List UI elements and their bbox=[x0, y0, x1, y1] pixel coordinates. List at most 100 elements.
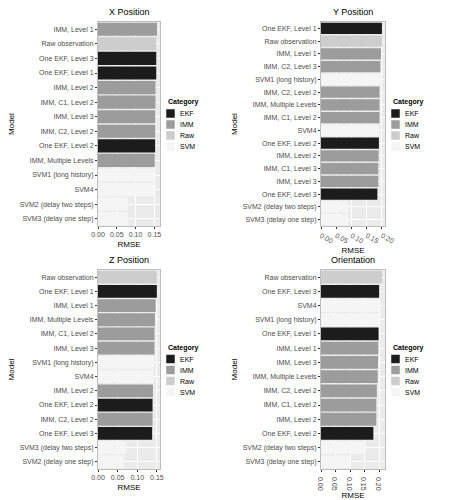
svg-text:Orientation: Orientation bbox=[331, 255, 375, 265]
svg-text:Model: Model bbox=[7, 113, 16, 135]
svg-text:Raw: Raw bbox=[180, 132, 195, 139]
svg-text:Category: Category bbox=[393, 98, 423, 106]
svg-text:Category: Category bbox=[168, 98, 198, 106]
svg-text:EKF: EKF bbox=[180, 356, 194, 363]
svg-text:Category: Category bbox=[168, 344, 198, 352]
svg-text:One EKF, Level 2: One EKF, Level 2 bbox=[262, 430, 317, 437]
svg-text:IMM, Multiple Levels: IMM, Multiple Levels bbox=[30, 157, 94, 165]
svg-text:Raw observation: Raw observation bbox=[41, 40, 93, 47]
svg-text:0.15: 0.15 bbox=[360, 477, 367, 491]
svg-text:One EKF, Level 3: One EKF, Level 3 bbox=[262, 191, 317, 198]
svg-text:IMM: IMM bbox=[405, 121, 419, 128]
svg-text:IMM, C2, Level 2: IMM, C2, Level 2 bbox=[264, 89, 317, 96]
svg-text:SVM3 (delay one step): SVM3 (delay one step) bbox=[22, 215, 93, 223]
svg-text:SVM: SVM bbox=[180, 389, 195, 396]
svg-text:IMM, C2, Level 3: IMM, C2, Level 3 bbox=[264, 63, 317, 70]
svg-text:IMM, C2, Level 2: IMM, C2, Level 2 bbox=[41, 128, 94, 135]
svg-text:SVM: SVM bbox=[405, 389, 420, 396]
svg-text:0.10: 0.10 bbox=[129, 231, 143, 238]
svg-text:SVM4: SVM4 bbox=[298, 127, 317, 134]
svg-text:IMM, C2, Level 2: IMM, C2, Level 2 bbox=[264, 387, 317, 394]
svg-text:EKF: EKF bbox=[180, 110, 194, 117]
svg-text:IMM, Level 3: IMM, Level 3 bbox=[277, 359, 317, 366]
svg-text:0.05: 0.05 bbox=[110, 231, 124, 238]
svg-text:Raw: Raw bbox=[405, 378, 420, 385]
svg-text:0.00: 0.00 bbox=[319, 232, 334, 245]
svg-text:IMM, Level 2: IMM, Level 2 bbox=[54, 84, 94, 91]
svg-text:Raw observation: Raw observation bbox=[41, 274, 93, 281]
svg-text:0.05: 0.05 bbox=[334, 232, 349, 245]
svg-text:RMSE: RMSE bbox=[117, 483, 140, 492]
svg-text:SVM4: SVM4 bbox=[75, 373, 94, 380]
svg-text:SVM4: SVM4 bbox=[75, 186, 94, 193]
svg-text:X Position: X Position bbox=[109, 7, 150, 17]
svg-text:0.05: 0.05 bbox=[111, 474, 125, 481]
svg-text:One EKF, Level 2: One EKF, Level 2 bbox=[262, 140, 317, 147]
svg-text:IMM, Multiple Levels: IMM, Multiple Levels bbox=[253, 373, 317, 381]
svg-text:IMM: IMM bbox=[405, 367, 419, 374]
svg-text:IMM, Level 3: IMM, Level 3 bbox=[54, 345, 94, 352]
svg-text:SVM: SVM bbox=[405, 143, 420, 150]
svg-text:0.00: 0.00 bbox=[317, 477, 324, 491]
svg-text:0.15: 0.15 bbox=[364, 232, 379, 245]
svg-text:SVM2 (delay two steps): SVM2 (delay two steps) bbox=[243, 203, 317, 211]
svg-text:One EKF, Level 2: One EKF, Level 2 bbox=[39, 142, 94, 149]
svg-text:SVM1 (long history): SVM1 (long history) bbox=[255, 76, 316, 84]
svg-text:SVM1 (long history): SVM1 (long history) bbox=[255, 316, 316, 324]
svg-text:IMM, C1, Level 2: IMM, C1, Level 2 bbox=[264, 114, 317, 121]
svg-text:IMM, Level 1: IMM, Level 1 bbox=[277, 50, 317, 57]
svg-text:SVM2 (delay two steps): SVM2 (delay two steps) bbox=[243, 444, 317, 452]
svg-text:SVM1 (long history): SVM1 (long history) bbox=[32, 171, 93, 179]
svg-text:IMM, C1, Level 2: IMM, C1, Level 2 bbox=[41, 99, 94, 106]
svg-text:One EKF, Level 3: One EKF, Level 3 bbox=[39, 55, 94, 62]
svg-text:IMM, Level 1: IMM, Level 1 bbox=[54, 26, 94, 33]
svg-text:0.10: 0.10 bbox=[346, 477, 353, 491]
svg-text:IMM, Level 1: IMM, Level 1 bbox=[54, 302, 94, 309]
svg-text:IMM, Level 2: IMM, Level 2 bbox=[277, 152, 317, 159]
svg-text:Y Position: Y Position bbox=[333, 7, 373, 17]
svg-text:SVM2 (delay one step): SVM2 (delay one step) bbox=[22, 458, 93, 466]
svg-text:IMM, C1, Level 2: IMM, C1, Level 2 bbox=[264, 401, 317, 408]
svg-text:IMM, Level 3: IMM, Level 3 bbox=[277, 178, 317, 185]
svg-text:IMM, Multiple Levels: IMM, Multiple Levels bbox=[253, 101, 317, 109]
svg-text:Raw observation: Raw observation bbox=[264, 38, 316, 45]
svg-text:SVM4: SVM4 bbox=[298, 302, 317, 309]
svg-text:One EKF, Level 3: One EKF, Level 3 bbox=[39, 430, 94, 437]
svg-text:Category: Category bbox=[393, 344, 423, 352]
svg-text:SVM2 (delay two steps): SVM2 (delay two steps) bbox=[20, 201, 94, 209]
svg-text:IMM, Level 2: IMM, Level 2 bbox=[277, 416, 317, 423]
svg-text:0.10: 0.10 bbox=[130, 474, 144, 481]
svg-text:0.05: 0.05 bbox=[331, 477, 338, 491]
svg-text:Raw: Raw bbox=[180, 378, 195, 385]
svg-text:0.20: 0.20 bbox=[375, 477, 382, 491]
svg-text:Z Position: Z Position bbox=[109, 255, 149, 265]
svg-text:IMM, Level 1: IMM, Level 1 bbox=[277, 345, 317, 352]
svg-text:Model: Model bbox=[230, 358, 239, 380]
svg-text:EKF: EKF bbox=[405, 356, 419, 363]
svg-text:EKF: EKF bbox=[405, 110, 419, 117]
svg-text:SVM1 (long history): SVM1 (long history) bbox=[32, 359, 93, 367]
svg-text:IMM, C2, Level 2: IMM, C2, Level 2 bbox=[41, 416, 94, 423]
svg-text:0.20: 0.20 bbox=[380, 232, 395, 245]
svg-text:0.15: 0.15 bbox=[148, 231, 162, 238]
svg-text:SVM3 (delay one step): SVM3 (delay one step) bbox=[245, 458, 316, 466]
svg-text:Raw: Raw bbox=[405, 132, 420, 139]
svg-text:SVM3 (delay one step): SVM3 (delay one step) bbox=[245, 216, 316, 224]
svg-text:IMM, Level 2: IMM, Level 2 bbox=[54, 387, 94, 394]
svg-text:One EKF, Level 1: One EKF, Level 1 bbox=[262, 330, 317, 337]
svg-text:Model: Model bbox=[7, 358, 16, 380]
svg-text:SVM3 (delay two steps): SVM3 (delay two steps) bbox=[20, 444, 94, 452]
svg-text:0.15: 0.15 bbox=[150, 474, 164, 481]
svg-text:RMSE: RMSE bbox=[341, 246, 364, 255]
svg-text:IMM, Multiple Levels: IMM, Multiple Levels bbox=[30, 316, 94, 324]
svg-text:IMM, C1, Level 2: IMM, C1, Level 2 bbox=[41, 330, 94, 337]
svg-text:0.10: 0.10 bbox=[349, 232, 364, 245]
svg-text:Raw observation: Raw observation bbox=[264, 274, 316, 281]
svg-text:0.00: 0.00 bbox=[91, 231, 105, 238]
svg-text:Model: Model bbox=[230, 113, 239, 135]
svg-text:One EKF, Level 2: One EKF, Level 2 bbox=[39, 401, 94, 408]
svg-text:IMM, C1, Level 3: IMM, C1, Level 3 bbox=[264, 165, 317, 172]
svg-text:IMM: IMM bbox=[180, 121, 194, 128]
svg-text:RMSE: RMSE bbox=[341, 491, 364, 500]
svg-text:One EKF, Level 1: One EKF, Level 1 bbox=[39, 69, 94, 76]
